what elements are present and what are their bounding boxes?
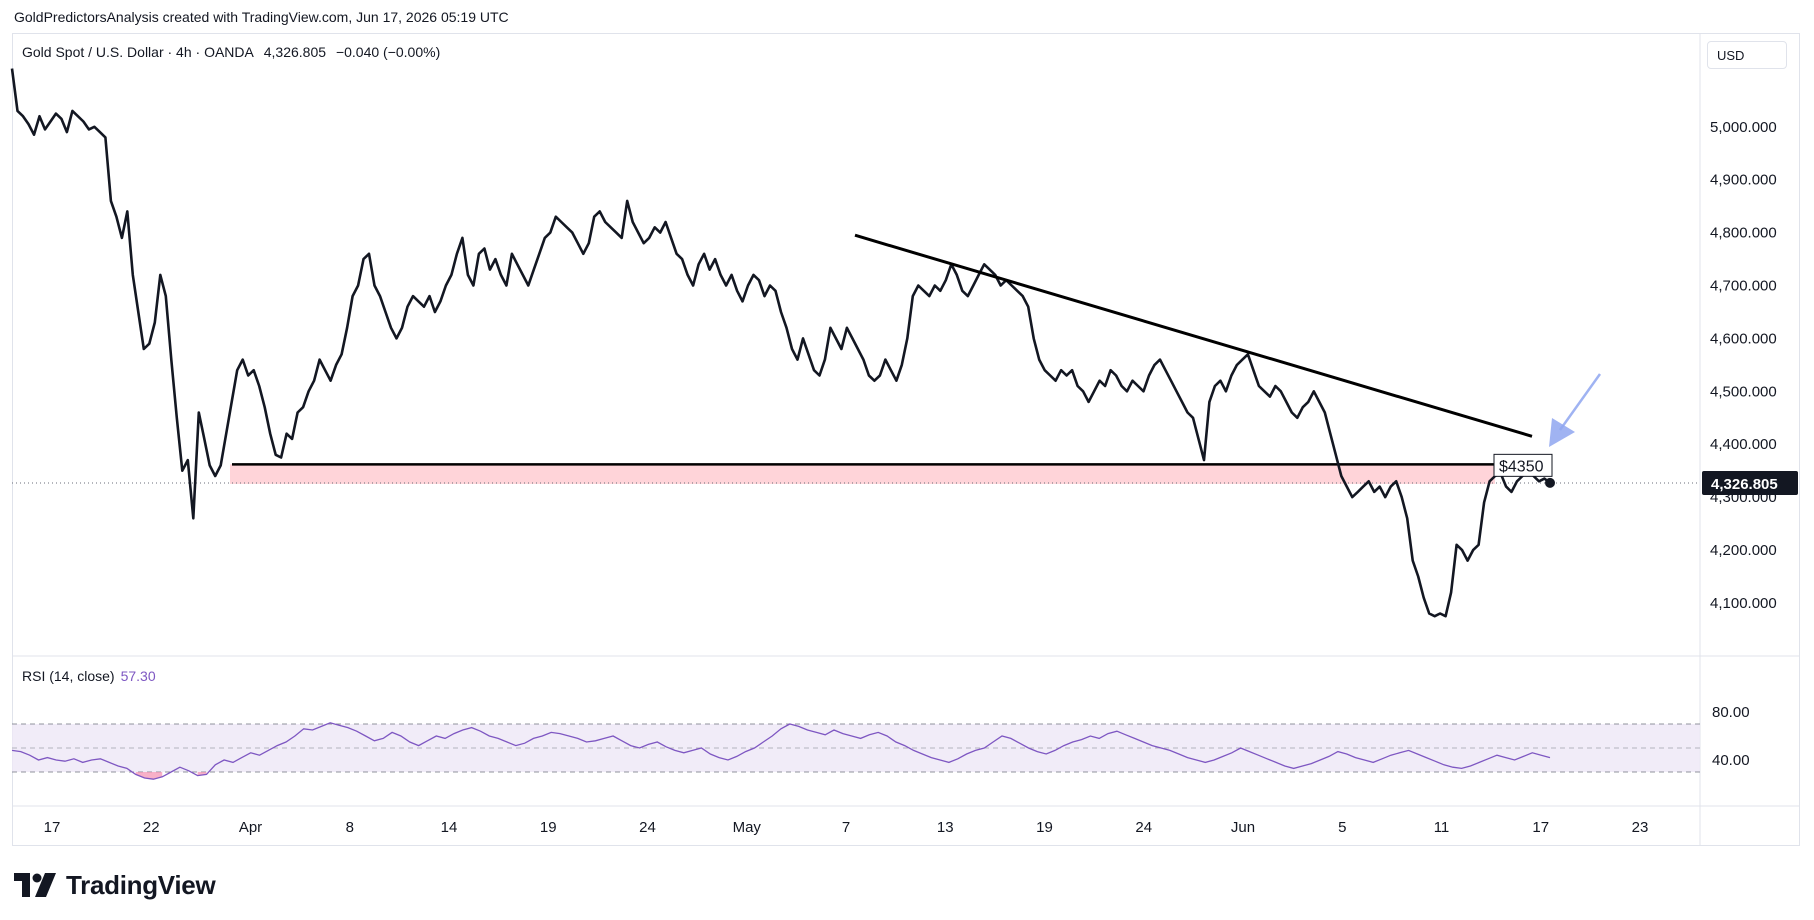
price-series-line	[10, 68, 1551, 618]
level-label-text: $4350	[1499, 458, 1544, 475]
time-tick-label: 11	[1434, 819, 1450, 836]
time-tick-label: 7	[842, 819, 850, 836]
price-tick-label: 4,500.000	[1710, 383, 1777, 400]
rsi-oversold-fill	[135, 772, 163, 780]
price-layer	[10, 68, 1555, 618]
price-tick-label: 4,600.000	[1710, 330, 1777, 347]
pointer-arrow-shaft	[1558, 373, 1602, 431]
chart-frame	[12, 33, 1800, 846]
price-tick-label: 4,200.000	[1710, 542, 1777, 559]
price-tick-label: 4,700.000	[1710, 278, 1777, 295]
legend-last-price: 4,326.805	[263, 44, 327, 60]
rsi-tick-label: 40.00	[1712, 752, 1750, 769]
time-tick-label: Jun	[1231, 819, 1255, 836]
time-tick-label: 13	[937, 819, 954, 836]
top-caption: GoldPredictorsAnalysis created with Trad…	[14, 9, 509, 25]
support-zone	[230, 464, 1495, 484]
time-tick-label: Apr	[239, 819, 262, 836]
current-price-badge-label: 4,326.805	[1711, 476, 1778, 493]
last-price-marker	[1545, 477, 1555, 488]
price-tick-label: 4,800.000	[1710, 225, 1777, 242]
time-tick-label: 17	[1532, 819, 1549, 836]
rsi-line	[11, 722, 1551, 780]
rsi-tick-label: 80.00	[1712, 704, 1750, 721]
price-tick-label: 4,100.000	[1710, 595, 1777, 612]
time-tick-label: 24	[639, 819, 656, 836]
time-tick-label: May	[733, 819, 762, 836]
currency-selector[interactable]: USD	[1707, 41, 1787, 69]
rsi-legend: RSI (14, close) 57.30	[22, 668, 156, 684]
price-tick-label: 4,900.000	[1710, 172, 1777, 189]
current-price-badge	[1702, 470, 1798, 495]
price-tick-label: 4,400.000	[1710, 436, 1777, 453]
support-layer	[12, 463, 1700, 484]
legend-change: −0.040 (−0.00%)	[335, 44, 441, 60]
tradingview-logo[interactable]: TradingView	[14, 869, 216, 900]
time-tick-label: 19	[540, 819, 557, 836]
time-axis[interactable]: 17 22 Apr 8 14 19 24 May 7 13 19 24 Jun 5 11 17 23	[44, 819, 1649, 836]
time-tick-label: 24	[1135, 819, 1152, 836]
rsi-layer	[11, 722, 1700, 780]
time-tick-label: 14	[441, 819, 458, 836]
time-tick-label: 23	[1632, 819, 1649, 836]
price-tick-label: 5,000.000	[1710, 119, 1777, 136]
price-axis[interactable]: 5,000.000 4,900.000 4,800.000 4,700.000 4,60…	[1710, 119, 1777, 612]
annotation-layer: 4,326.805 $4350	[1493, 373, 1798, 495]
trend-layer	[854, 233, 1533, 438]
rsi-label: RSI (14, close)	[22, 668, 115, 684]
rsi-axis[interactable]: 80.00 40.00	[1712, 704, 1750, 769]
tradingview-logo-text: TradingView	[66, 869, 216, 900]
pointer-arrow-head	[1549, 418, 1575, 447]
level-label-box	[1493, 453, 1553, 477]
series-legend: Gold Spot / U.S. Dollar · 4h · OANDA 4,3…	[22, 44, 446, 60]
time-tick-label: 17	[44, 819, 61, 836]
time-tick-label: 19	[1036, 819, 1053, 836]
legend-symbol: Gold Spot / U.S. Dollar · 4h · OANDA	[22, 44, 254, 60]
resistance-trendline	[854, 233, 1533, 438]
time-tick-label: 8	[346, 819, 354, 836]
rsi-value: 57.30	[120, 668, 156, 684]
time-tick-label: 22	[143, 819, 160, 836]
tradingview-logo-icon	[14, 873, 56, 897]
time-tick-label: 5	[1338, 819, 1346, 836]
